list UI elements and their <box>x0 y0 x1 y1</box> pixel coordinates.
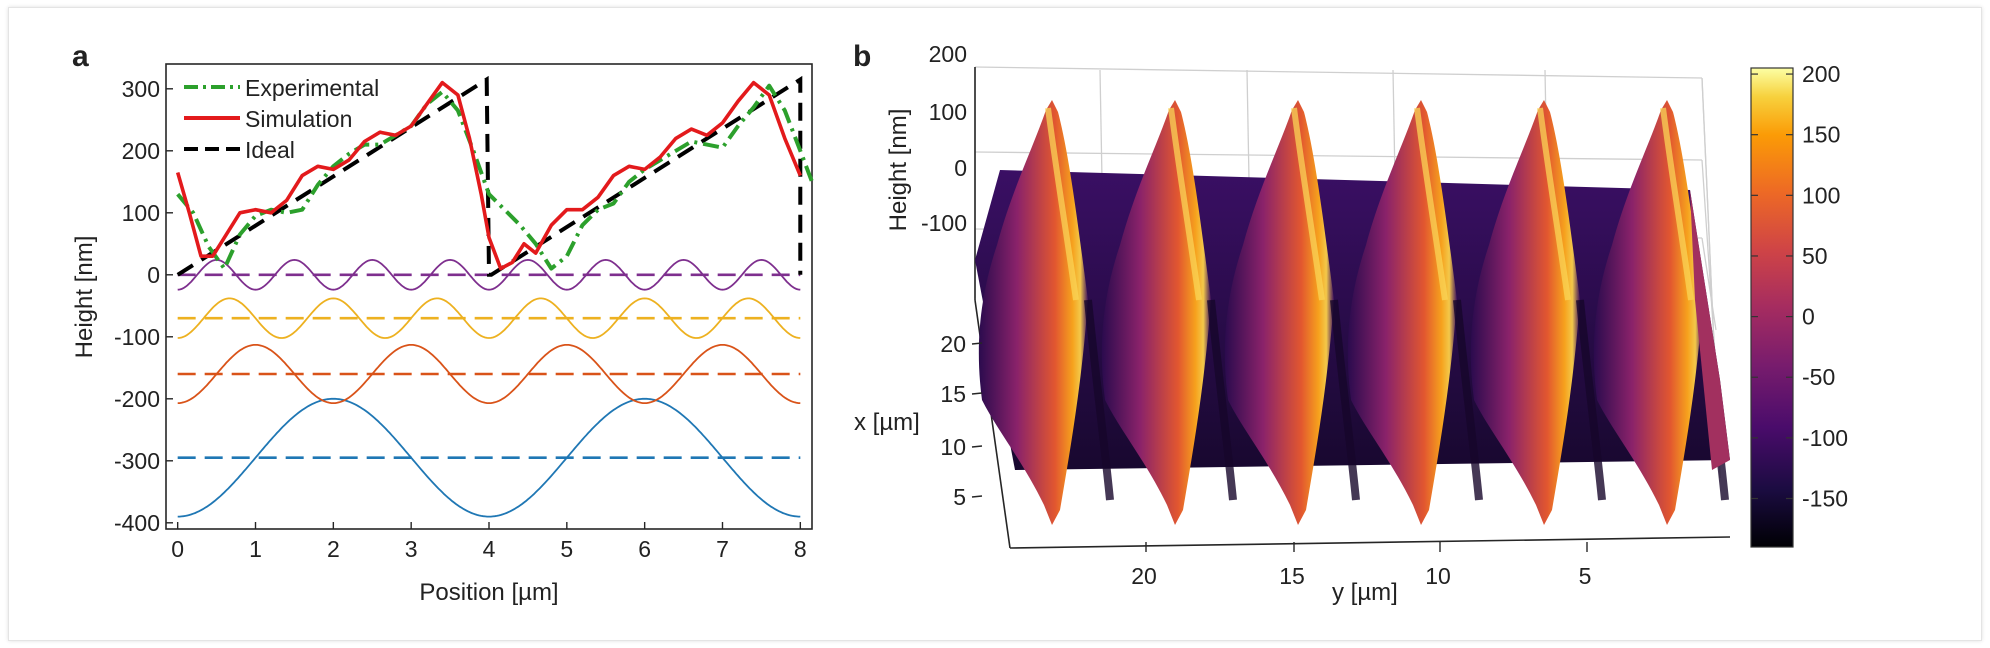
colorbar-tick-label: 100 <box>1802 182 1840 208</box>
x-tick-label-a: 5 <box>560 536 573 562</box>
grid-line-b <box>1701 237 1717 331</box>
x-tick-mark-b <box>971 342 983 345</box>
series-experimental <box>176 83 814 271</box>
y-axis-line <box>1009 536 1731 549</box>
y-tick-label-a: 100 <box>122 200 160 226</box>
x-tick-label-b: 10 <box>940 434 966 460</box>
x-axis-label-b: x [µm] <box>854 409 920 436</box>
legend-label-experimental: Experimental <box>245 75 379 101</box>
x-tick-mark-b <box>971 495 983 498</box>
y-tick-label-b: 5 <box>1579 563 1592 589</box>
line-chart-panel-a: a 0 1 2 3 4 5 6 7 8 -400 -300 -200 -100 0 100 200 300 Po… <box>71 40 814 606</box>
grid-line-b <box>974 151 1703 161</box>
series-component-2 <box>177 344 801 404</box>
x-tick-mark-b <box>971 445 983 448</box>
trough-1 <box>1084 299 1114 501</box>
y-tick-label-a: -300 <box>114 448 160 474</box>
y-tick-label-a: -200 <box>114 386 160 412</box>
legend-label-simulation: Simulation <box>245 106 352 132</box>
series-component-1 <box>177 397 801 518</box>
ridge-crest-3 <box>1291 107 1325 301</box>
trough-5 <box>1576 299 1606 501</box>
series-component-3 <box>177 297 801 339</box>
x-axis-label-a: Position [µm] <box>419 579 558 606</box>
y-tick-label-a: 0 <box>147 262 160 288</box>
z-tick-label-b: 0 <box>954 155 967 181</box>
x-tick-label-a: 6 <box>638 536 651 562</box>
colorbar-tick-label: -150 <box>1802 485 1848 511</box>
y-tick-label-a: 300 <box>122 76 160 102</box>
y-tick-label-a: -400 <box>114 510 160 536</box>
trough-4 <box>1453 299 1483 501</box>
x-tick-label-a: 3 <box>405 536 418 562</box>
y-tick-label-b: 15 <box>1279 563 1305 589</box>
z-tick-label-b: 200 <box>929 41 967 67</box>
x-tick-label-a: 0 <box>171 536 184 562</box>
z-axis-label-b: Height [nm] <box>885 109 912 232</box>
y-tick-label-b: 10 <box>1425 563 1451 589</box>
x-tick-label-b: 15 <box>940 381 966 407</box>
legend-label-ideal: Ideal <box>245 137 295 163</box>
z-tick-label-b: -100 <box>921 210 967 236</box>
y-tick-label-b: 20 <box>1131 563 1157 589</box>
panel-label-a: a <box>72 40 89 73</box>
ridge-crest-6 <box>1660 107 1694 301</box>
colorbar-tick-label: 50 <box>1802 243 1828 269</box>
trough-2 <box>1207 299 1237 501</box>
y-axis-label-b: y [µm] <box>1332 579 1398 606</box>
legend-a: Experimental Simulation Ideal <box>184 75 379 163</box>
x-tick-label-a: 1 <box>249 536 262 562</box>
colorbar-tick-label: 200 <box>1802 61 1840 87</box>
panel-label-b: b <box>853 40 871 73</box>
colorbar <box>1750 67 1794 548</box>
ridge-crest-4 <box>1414 107 1448 301</box>
x-tick-label-a: 4 <box>483 536 496 562</box>
surface-b <box>975 100 1730 525</box>
axes-top-edge <box>974 66 1703 79</box>
colorbar-tick-label: 150 <box>1802 122 1840 148</box>
series-ideal <box>176 75 803 277</box>
x-tick-label-b: 5 <box>953 484 966 510</box>
x-tick-label-a: 7 <box>716 536 729 562</box>
series-component-4 <box>177 258 801 291</box>
x-tick-label-b: 20 <box>940 331 966 357</box>
y-axis-label-a: Height [nm] <box>71 236 98 359</box>
colorbar-tick-label: 0 <box>1802 304 1815 330</box>
surface-edge-right <box>1690 190 1730 470</box>
ridge-crest-1 <box>1045 107 1079 301</box>
colorbar-tick-label: -50 <box>1802 364 1835 390</box>
y-tick-label-a: -100 <box>114 324 160 350</box>
x-tick-label-a: 8 <box>794 536 807 562</box>
z-tick-label-b: 100 <box>929 99 967 125</box>
ridge-crest-2 <box>1168 107 1202 301</box>
x-tick-label-a: 2 <box>327 536 340 562</box>
ridge-crest-5 <box>1537 107 1571 301</box>
colorbar-tick-label: -100 <box>1802 425 1848 451</box>
series-simulation <box>175 80 802 271</box>
trough-3 <box>1330 299 1360 501</box>
y-tick-label-a: 200 <box>122 138 160 164</box>
x-tick-mark-b <box>971 392 983 395</box>
